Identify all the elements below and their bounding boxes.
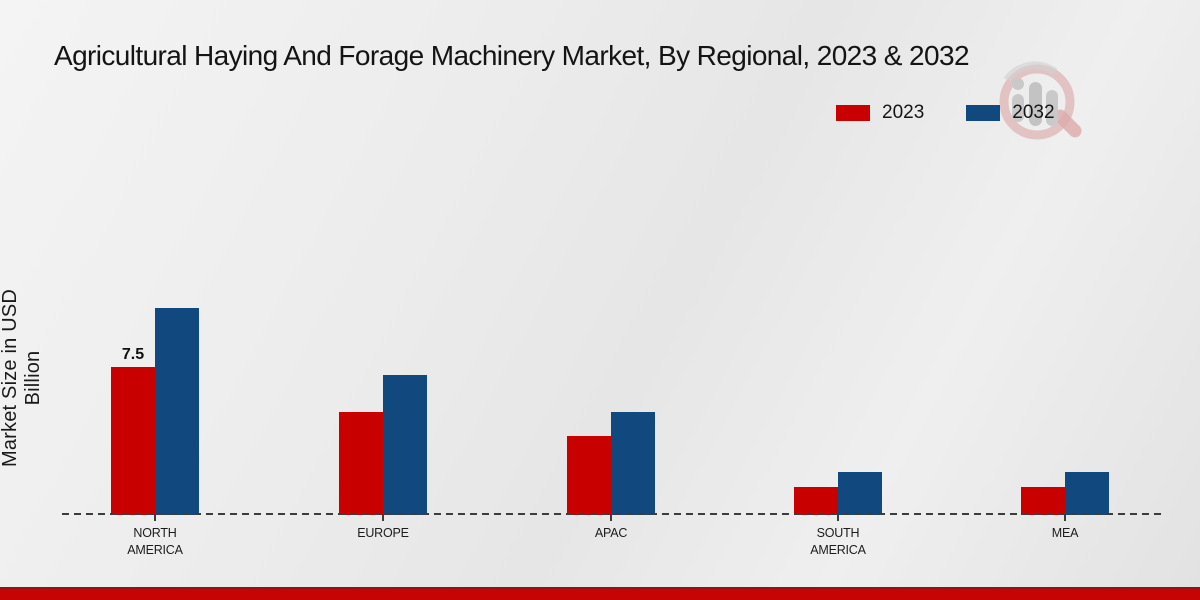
x-axis-category-label: APAC bbox=[594, 526, 628, 540]
x-axis-baseline bbox=[62, 513, 1162, 515]
bottom-accent-strip bbox=[0, 587, 1200, 600]
x-axis-tick bbox=[154, 515, 156, 521]
x-axis-tick bbox=[610, 515, 612, 521]
x-axis-tick bbox=[837, 515, 839, 521]
bar-2023-europe bbox=[339, 412, 383, 515]
legend-label: 2023 bbox=[882, 102, 925, 123]
legend-swatch-2032 bbox=[966, 105, 1001, 121]
legend-item-2032: 2032 bbox=[966, 102, 1055, 124]
bar-2032-north-america bbox=[155, 308, 199, 515]
legend-item-2023: 2023 bbox=[836, 102, 924, 124]
x-axis-tick bbox=[382, 515, 384, 521]
bar-2023-south-america bbox=[794, 487, 838, 515]
bar-value-label: 7.5 bbox=[121, 346, 145, 363]
legend-label: 2032 bbox=[1012, 102, 1055, 123]
bar-2032-europe bbox=[383, 375, 427, 515]
chart-title: Agricultural Haying And Forage Machinery… bbox=[54, 40, 970, 71]
bar-2023-mea bbox=[1021, 487, 1065, 515]
bar-2023-north-america bbox=[111, 367, 155, 515]
legend: 2023 2032 bbox=[836, 102, 1055, 124]
bar-2032-south-america bbox=[838, 472, 882, 515]
x-axis-category-label: MEA bbox=[1051, 526, 1079, 540]
x-axis-category-label: EUROPE bbox=[357, 526, 409, 540]
x-axis-category-label: SOUTH AMERICA bbox=[810, 526, 866, 557]
legend-swatch-2023 bbox=[836, 105, 870, 121]
brand-watermark-icon bbox=[999, 61, 1082, 140]
x-axis-tick bbox=[1064, 515, 1066, 521]
bar-2023-apac bbox=[567, 436, 611, 515]
bar-2032-mea bbox=[1065, 472, 1109, 515]
x-axis-category-label: NORTH AMERICA bbox=[127, 526, 183, 557]
bar-2032-apac bbox=[611, 412, 655, 515]
